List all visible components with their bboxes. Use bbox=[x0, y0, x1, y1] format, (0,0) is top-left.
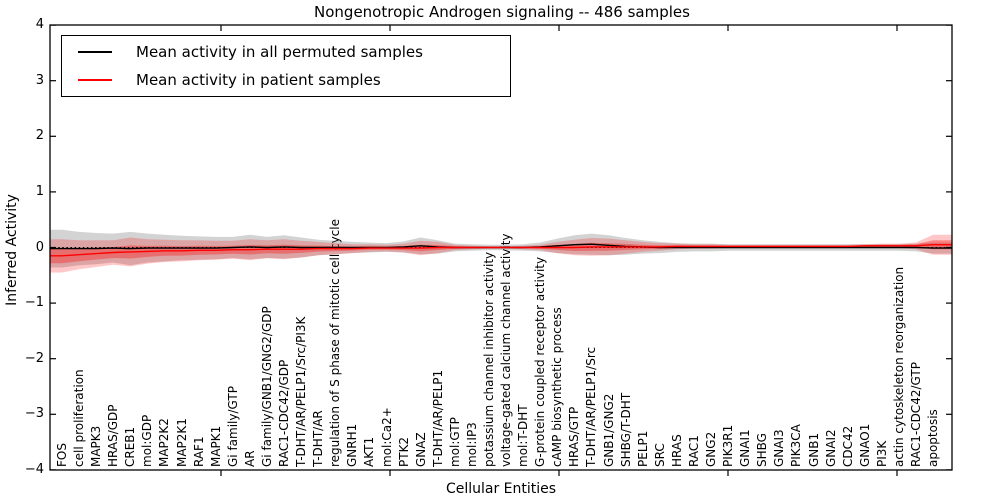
y-tick-label: 0 bbox=[35, 239, 44, 255]
legend-row: Mean activity in all permuted samples bbox=[62, 41, 510, 63]
y-axis-label: Inferred Activity bbox=[4, 194, 20, 306]
y-tick-label: −2 bbox=[24, 350, 44, 366]
y-tick-label: 4 bbox=[35, 17, 44, 33]
permuted-line-swatch-icon bbox=[78, 51, 112, 53]
y-tick-label: −1 bbox=[24, 295, 44, 311]
y-tick-label: −4 bbox=[24, 461, 44, 477]
x-axis-label: Cellular Entities bbox=[445, 481, 557, 497]
y-tick-label: 3 bbox=[35, 72, 44, 88]
y-tick-label: 1 bbox=[35, 183, 44, 199]
permuted-std-band bbox=[50, 229, 952, 268]
y-tick-label: 2 bbox=[35, 128, 44, 144]
legend: Mean activity in all permuted samples Me… bbox=[61, 35, 511, 97]
legend-label: Mean activity in patient samples bbox=[136, 71, 381, 89]
patient-std-band bbox=[50, 234, 952, 273]
patient-line-swatch-icon bbox=[78, 79, 112, 81]
legend-label: Mean activity in all permuted samples bbox=[136, 43, 423, 61]
legend-row: Mean activity in patient samples bbox=[62, 69, 510, 91]
chart-title: Nongenotropic Androgen signaling -- 486 … bbox=[314, 3, 690, 21]
y-tick-label: −3 bbox=[24, 406, 44, 422]
patient-mean-line bbox=[50, 243, 952, 257]
